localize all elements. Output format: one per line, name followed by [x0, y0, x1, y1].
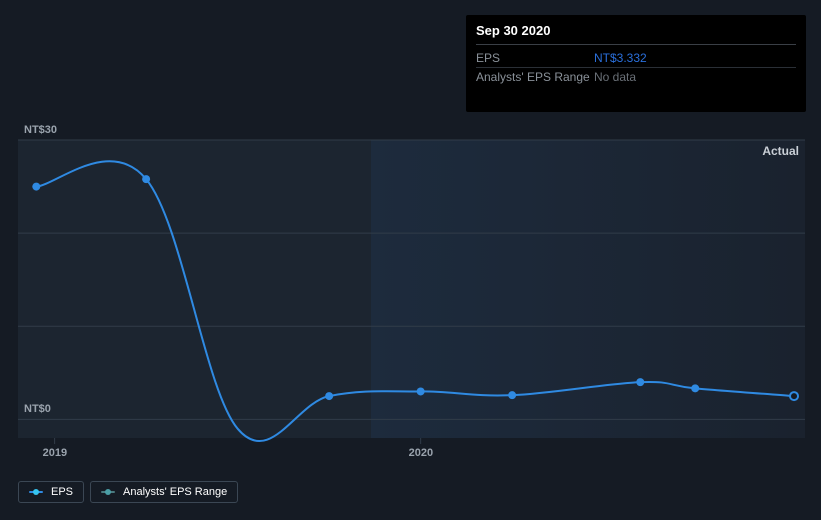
chart-legend: EPS Analysts' EPS Range [18, 481, 238, 503]
actual-region-label: Actual [762, 144, 799, 158]
chart-tooltip: Sep 30 2020 EPS NT$3.332 Analysts' EPS R… [466, 15, 806, 112]
x-axis-tick-label: 2019 [43, 447, 67, 459]
chart-container: NT$30 NT$0 2019 2020 Actual Sep 30 2020 … [0, 0, 821, 520]
tooltip-row-eps: EPS NT$3.332 [476, 49, 796, 68]
tooltip-value: NT$3.332 [594, 51, 647, 65]
legend-label: Analysts' EPS Range [123, 486, 227, 498]
tooltip-label: EPS [476, 51, 594, 65]
legend-label: EPS [51, 486, 73, 498]
tooltip-label: Analysts' EPS Range [476, 70, 594, 84]
y-axis-tick-label: NT$30 [24, 124, 57, 136]
tooltip-value: No data [594, 70, 636, 84]
x-axis-tick-label: 2020 [409, 447, 433, 459]
legend-item-range[interactable]: Analysts' EPS Range [90, 481, 238, 503]
legend-swatch-icon [101, 488, 115, 496]
tooltip-date: Sep 30 2020 [476, 23, 796, 45]
legend-item-eps[interactable]: EPS [18, 481, 84, 503]
tooltip-row-range: Analysts' EPS Range No data [476, 68, 796, 86]
y-axis-tick-label: NT$0 [24, 403, 51, 415]
legend-swatch-icon [29, 488, 43, 496]
